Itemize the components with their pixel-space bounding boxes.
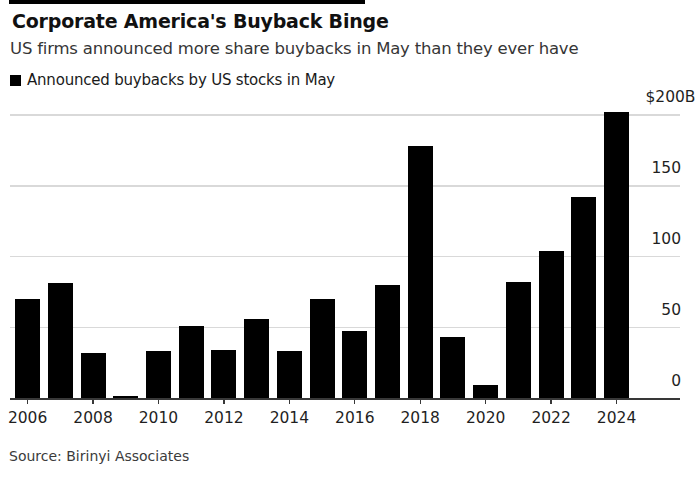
x-tick-2022 — [550, 398, 551, 404]
gridline-200 — [10, 114, 680, 115]
bar-2020 — [473, 385, 498, 398]
x-tick-2006 — [27, 398, 28, 404]
x-axis-line — [10, 398, 680, 400]
legend: Announced buybacks by US stocks in May — [10, 71, 335, 89]
bar-2007 — [48, 283, 73, 398]
bar-2008 — [81, 353, 106, 398]
y-axis-label-0: 0 — [671, 374, 681, 389]
bar-2018 — [408, 146, 433, 398]
bar-2011 — [179, 326, 204, 398]
x-tick-2024 — [616, 398, 617, 404]
x-tick-2008 — [92, 398, 93, 404]
bar-2012 — [211, 350, 236, 398]
bar-2019 — [440, 337, 465, 398]
gridline-150 — [10, 185, 680, 186]
x-tick-2014 — [289, 398, 290, 404]
bar-2023 — [571, 197, 596, 398]
chart-subtitle: US firms announced more share buybacks i… — [10, 39, 578, 58]
y-axis-label-50: 50 — [661, 303, 681, 318]
bar-2017 — [375, 285, 400, 398]
buyback-bar-chart: Corporate America's Buyback Binge US fir… — [0, 0, 700, 481]
bar-2014 — [277, 351, 302, 398]
bar-2022 — [539, 251, 564, 398]
bar-2010 — [146, 351, 171, 398]
chart-title: Corporate America's Buyback Binge — [12, 10, 389, 32]
y-axis-label-150: 150 — [651, 161, 681, 176]
legend-label: Announced buybacks by US stocks in May — [27, 71, 335, 89]
y-axis-label-200: $200B — [645, 90, 695, 105]
y-axis-label-100: 100 — [651, 232, 681, 247]
bar-2016 — [342, 331, 367, 398]
bar-2013 — [244, 319, 269, 398]
bar-2006 — [15, 299, 40, 398]
x-tick-2012 — [223, 398, 224, 404]
bar-2021 — [506, 282, 531, 398]
x-tick-2020 — [485, 398, 486, 404]
x-axis-label-2024: 2024 — [577, 409, 657, 427]
bar-2024 — [604, 112, 629, 398]
bar-2009 — [113, 396, 138, 398]
x-tick-2010 — [158, 398, 159, 404]
x-tick-2016 — [354, 398, 355, 404]
bar-2015 — [310, 299, 335, 398]
x-tick-2018 — [420, 398, 421, 404]
source-note: Source: Birinyi Associates — [9, 448, 189, 464]
top-rule — [9, 0, 365, 4]
legend-swatch-icon — [10, 75, 21, 86]
